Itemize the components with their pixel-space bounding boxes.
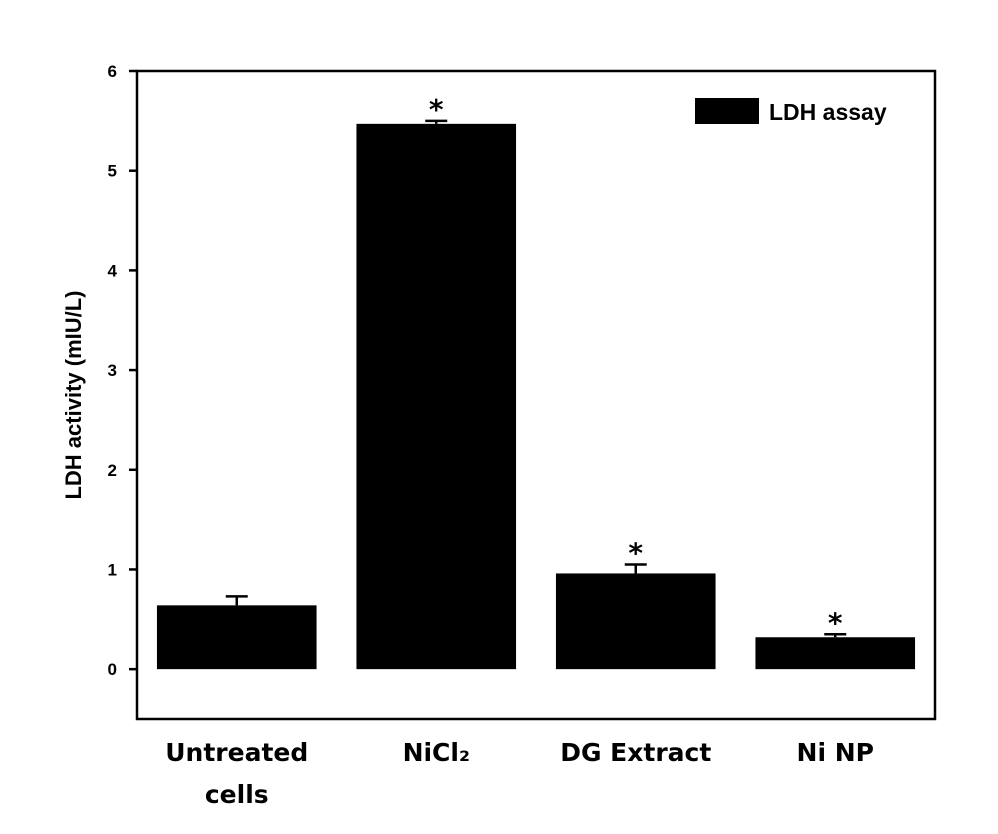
bar [555,573,716,670]
significance-star: * [429,93,444,126]
bar [356,123,517,670]
y-axis-ticks: 0 1 2 3 4 5 6 [108,62,137,679]
bar [755,637,916,670]
y-tick-label: 0 [108,660,117,679]
y-tick-label: 4 [108,261,118,280]
plot-frame [135,69,937,721]
legend: LDH assay [695,98,887,125]
y-tick-label: 3 [108,361,117,380]
error-bar [225,595,248,606]
bars-group [156,123,916,670]
legend-swatch [695,98,759,124]
y-tick-label: 5 [108,162,117,181]
y-axis-title: LDH activity (mIU/L) [61,290,86,499]
x-category-label: cells [205,780,269,809]
error-bar [624,563,647,574]
x-category-label: DG Extract [560,738,711,767]
bar [156,605,317,670]
significance-markers-group: * * * [429,93,843,639]
error-bars-group [225,119,847,638]
legend-label: LDH assay [769,99,887,125]
y-tick-label: 1 [108,560,117,579]
significance-star: * [628,536,643,569]
x-axis-labels: Untreated cells NiCl₂ DG Extract Ni NP [165,738,874,809]
x-category-label: Untreated [165,738,308,767]
significance-star: * [828,606,843,639]
y-tick-label: 6 [108,62,117,81]
x-category-label: Ni NP [797,738,874,767]
y-tick-label: 2 [108,461,117,480]
error-bar [824,633,847,638]
x-category-label: NiCl₂ [403,738,470,767]
error-bar [425,119,448,124]
